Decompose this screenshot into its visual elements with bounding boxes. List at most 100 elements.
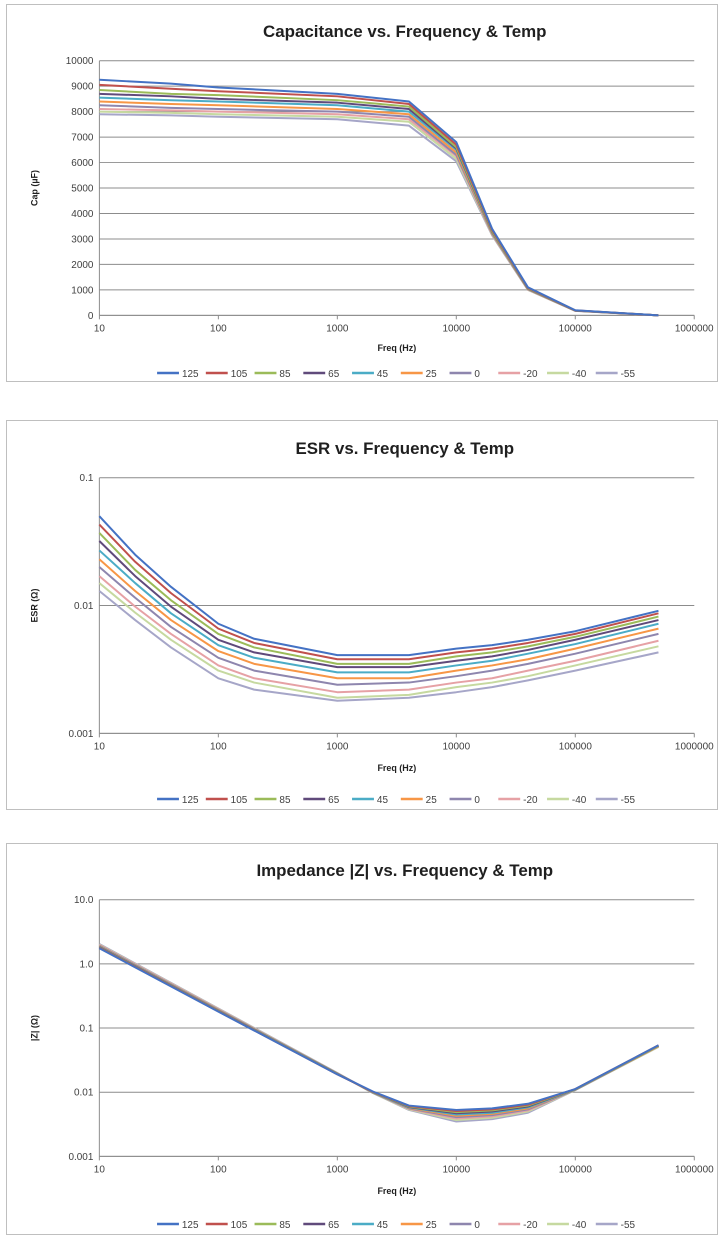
legend-label-25: 25: [426, 795, 438, 806]
legend-label--40: -40: [572, 369, 587, 380]
legend-label-105: 105: [231, 369, 248, 380]
x-tick-label: 1000000: [675, 323, 714, 334]
y-tick-label: 0.1: [80, 1024, 94, 1035]
x-tick-label: 1000: [326, 741, 349, 752]
series-group: [99, 78, 659, 317]
legend-label-45: 45: [377, 1220, 389, 1231]
series-line-85: [98, 532, 659, 665]
legend-label--20: -20: [523, 369, 538, 380]
legend-label--20: -20: [523, 795, 538, 806]
series-line-125: [99, 78, 659, 317]
esr-chart-panel: ESR vs. Frequency & Temp 0.001 0.01 0.1 10 10…: [6, 420, 718, 810]
y-tick-label: 7000: [71, 133, 94, 144]
legend-label-25: 25: [426, 1220, 438, 1231]
series-line--55: [98, 590, 659, 702]
legend-label--55: -55: [621, 1220, 636, 1231]
x-tick-label: 10000: [442, 323, 470, 334]
legend-label-45: 45: [377, 369, 389, 380]
series-line-45: [98, 549, 659, 674]
legend-label-65: 65: [328, 795, 340, 806]
series-group: [98, 943, 659, 1123]
x-tick-label: 100: [210, 1164, 227, 1175]
series-line-125: [98, 515, 659, 657]
series-line-45: [99, 96, 659, 317]
x-axis-label: Freq (Hz): [377, 763, 416, 773]
legend-label--55: -55: [621, 369, 636, 380]
legend-label-45: 45: [377, 795, 389, 806]
legend-label--40: -40: [572, 795, 587, 806]
legend: 125 105 85 65 45 25 0 -20 -40 -55: [157, 1220, 636, 1231]
series-line-85: [98, 946, 659, 1114]
x-tick-label: 1000: [326, 323, 349, 334]
x-tick-label: 1000000: [675, 741, 714, 752]
legend-label--20: -20: [523, 1220, 538, 1231]
x-tick-label: 1000: [326, 1164, 349, 1175]
legend-label--40: -40: [572, 1220, 587, 1231]
x-axis-label: Freq (Hz): [377, 1186, 416, 1196]
x-tick-label: 10000: [442, 1164, 470, 1175]
y-tick-label: 4000: [71, 209, 94, 220]
series-line-0: [98, 566, 659, 686]
series-line-125: [98, 947, 659, 1111]
x-axis-label: Freq (Hz): [377, 343, 416, 353]
y-tick-label: 6000: [71, 158, 94, 169]
x-tick-label: 10: [94, 1164, 106, 1175]
legend-label-0: 0: [474, 795, 480, 806]
legend: 125 105 85 65 45 25 0 -20 -40 -55: [157, 795, 636, 806]
x-tick-label: 10: [94, 741, 106, 752]
y-axis-label: |Z| (Ω): [30, 1015, 40, 1041]
y-tick-label: 9000: [71, 82, 94, 93]
y-tick-label: 8000: [71, 107, 94, 118]
y-tick-label: 10.0: [74, 895, 94, 906]
series-line-105: [98, 523, 659, 661]
x-tick-label: 100000: [559, 1164, 593, 1175]
y-tick-label: 5000: [71, 184, 94, 195]
y-tick-label: 0.01: [74, 601, 94, 612]
x-tick-label: 100000: [559, 741, 593, 752]
legend-label-65: 65: [328, 1220, 340, 1231]
y-tick-label: 2000: [71, 260, 94, 271]
y-tick-label: 0.001: [69, 729, 94, 740]
x-tick-label: 10: [94, 323, 106, 334]
x-tick-label: 100: [210, 741, 227, 752]
legend-label-85: 85: [279, 369, 291, 380]
legend-label-0: 0: [474, 369, 480, 380]
y-tick-label: 10000: [66, 56, 94, 67]
legend-label-105: 105: [231, 795, 248, 806]
y-axis-label: Cap (µF): [30, 170, 40, 206]
capacitance-chart-panel: Capacitance vs. Frequency & Temp 0 1000 200…: [6, 4, 718, 382]
legend-label-85: 85: [279, 795, 291, 806]
y-tick-label: 0.001: [69, 1152, 94, 1163]
y-tick-label: 3000: [71, 234, 94, 245]
chart-title: Impedance |Z| vs. Frequency & Temp: [256, 861, 553, 880]
y-tick-label: 1.0: [80, 959, 94, 970]
legend-label-85: 85: [279, 1220, 291, 1231]
capacitance-chart: Capacitance vs. Frequency & Temp01000200…: [30, 22, 714, 380]
x-tick-label: 1000000: [675, 1164, 714, 1175]
series-line-105: [98, 946, 659, 1113]
legend-label-125: 125: [182, 369, 199, 380]
y-tick-label: 0: [88, 311, 94, 322]
series-line--20: [98, 575, 659, 694]
series-line-25: [99, 100, 659, 317]
legend-label-125: 125: [182, 795, 199, 806]
series-line--40: [98, 582, 659, 699]
x-tick-label: 100: [210, 323, 227, 334]
chart-title: ESR vs. Frequency & Temp: [295, 439, 514, 458]
legend-label-0: 0: [474, 1220, 480, 1231]
x-tick-label: 10000: [442, 741, 470, 752]
series-line-65: [99, 92, 659, 317]
esr-chart: ESR vs. Frequency & Temp 0.001 0.01 0.1 10 10…: [30, 439, 714, 806]
series-line--20: [99, 108, 659, 317]
y-tick-label: 0.01: [74, 1088, 94, 1099]
series-line--55: [99, 113, 659, 317]
series-group: [98, 515, 659, 702]
legend-label-25: 25: [426, 369, 438, 380]
impedance-chart: Impedance |Z| vs. Frequency & Temp 0.001 0…: [30, 861, 714, 1231]
legend-label-105: 105: [231, 1220, 248, 1231]
impedance-chart-panel: Impedance |Z| vs. Frequency & Temp 0.001 0…: [6, 843, 718, 1235]
legend-label--55: -55: [621, 795, 636, 806]
legend: 125 105 85 65 45 25 0 -20 -40 -55: [157, 369, 635, 380]
y-axis-label: ESR (Ω): [30, 589, 40, 623]
y-tick-label: 1000: [71, 285, 94, 296]
